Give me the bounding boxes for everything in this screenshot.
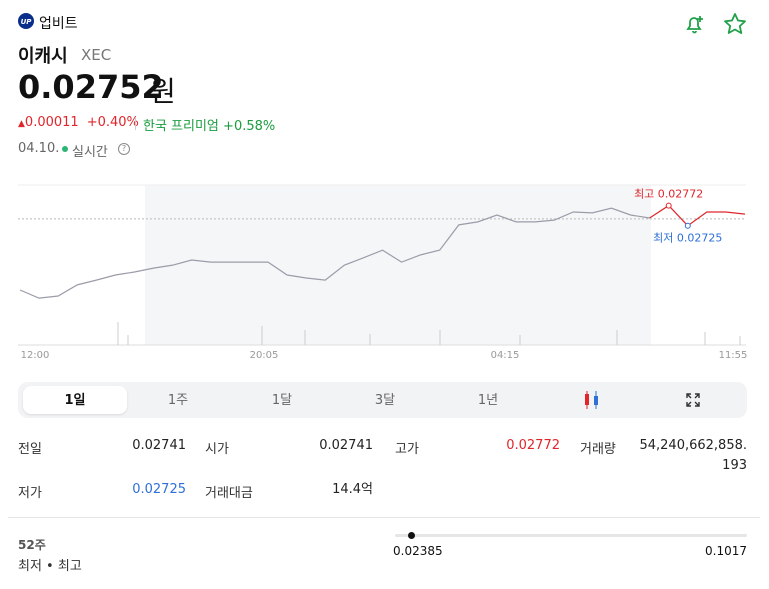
range-high: 0.1017 (705, 544, 747, 558)
x-tick-label: 12:00 (21, 350, 50, 361)
x-tick-label: 04:15 (491, 350, 520, 361)
x-tick-label: 20:05 (250, 350, 279, 361)
unit: 원 (150, 75, 176, 108)
stat-label: 시가 (205, 442, 229, 457)
stat-value: 0.02741 (132, 438, 186, 453)
premium: 한국 프리미엄 +0.58% (143, 115, 275, 134)
period-tab[interactable]: 3달 (374, 393, 396, 408)
range-subtitle: 최저 • 최고 (18, 559, 82, 574)
period-tab[interactable]: 1주 (167, 393, 189, 408)
range-low: 0.02385 (393, 544, 443, 558)
range-title: 52주 (18, 538, 46, 552)
change: ▲0.00011 +0.40% (18, 115, 139, 130)
logo: UP (18, 13, 34, 29)
premium-label: 한국 프리미엄 (143, 119, 219, 134)
premium-value: +0.58% (223, 119, 276, 134)
stat-label: 고가 (395, 442, 419, 457)
period-tab[interactable]: 1일 (64, 393, 86, 408)
high-marker (665, 202, 672, 209)
stat-label: 거래대금 (205, 486, 253, 501)
stat-value: 0.02725 (132, 482, 186, 497)
price: 0.02752 (18, 68, 164, 106)
change-pct: +0.40% (86, 115, 139, 130)
stat-label: 거래량 (580, 442, 616, 457)
realtime: 실시간 (72, 145, 108, 160)
low-marker (684, 222, 691, 229)
period-tab[interactable]: 1달 (271, 393, 293, 408)
range-marker (408, 532, 416, 539)
price-chart: 최고 0.02772 최저 0.02725 12:00 20:05 04:15 11:55 (18, 184, 748, 361)
high-label: 최고 0.02772 (634, 188, 703, 201)
stat-value: 0.02741 (319, 438, 373, 453)
favorite-button[interactable] (723, 12, 747, 36)
candle-button[interactable] (583, 390, 601, 410)
stat-value: 14.4억 (332, 482, 373, 497)
stat-label: 저가 (18, 486, 42, 501)
stat-label: 전일 (18, 442, 42, 457)
period-tab[interactable]: 1년 (477, 393, 499, 408)
ticker: XEC (81, 46, 112, 64)
alarm-button[interactable] (683, 12, 707, 36)
expand-button[interactable] (686, 393, 700, 407)
change-value: 0.00011 (24, 115, 79, 130)
exchange: 업비트 (39, 16, 78, 32)
price-line (649, 204, 746, 227)
period-tabs (18, 382, 747, 418)
low-label: 최저 0.02725 (653, 232, 722, 245)
logo-text: UP (21, 18, 33, 26)
price-line (19, 207, 650, 299)
x-tick-label: 11:55 (719, 350, 748, 361)
date: 04.10. (18, 141, 60, 156)
stat-value: 0.02772 (506, 438, 560, 453)
stat-value: 54,240,662,858.193 (639, 438, 747, 473)
coin-name: 이캐시 (18, 46, 68, 67)
